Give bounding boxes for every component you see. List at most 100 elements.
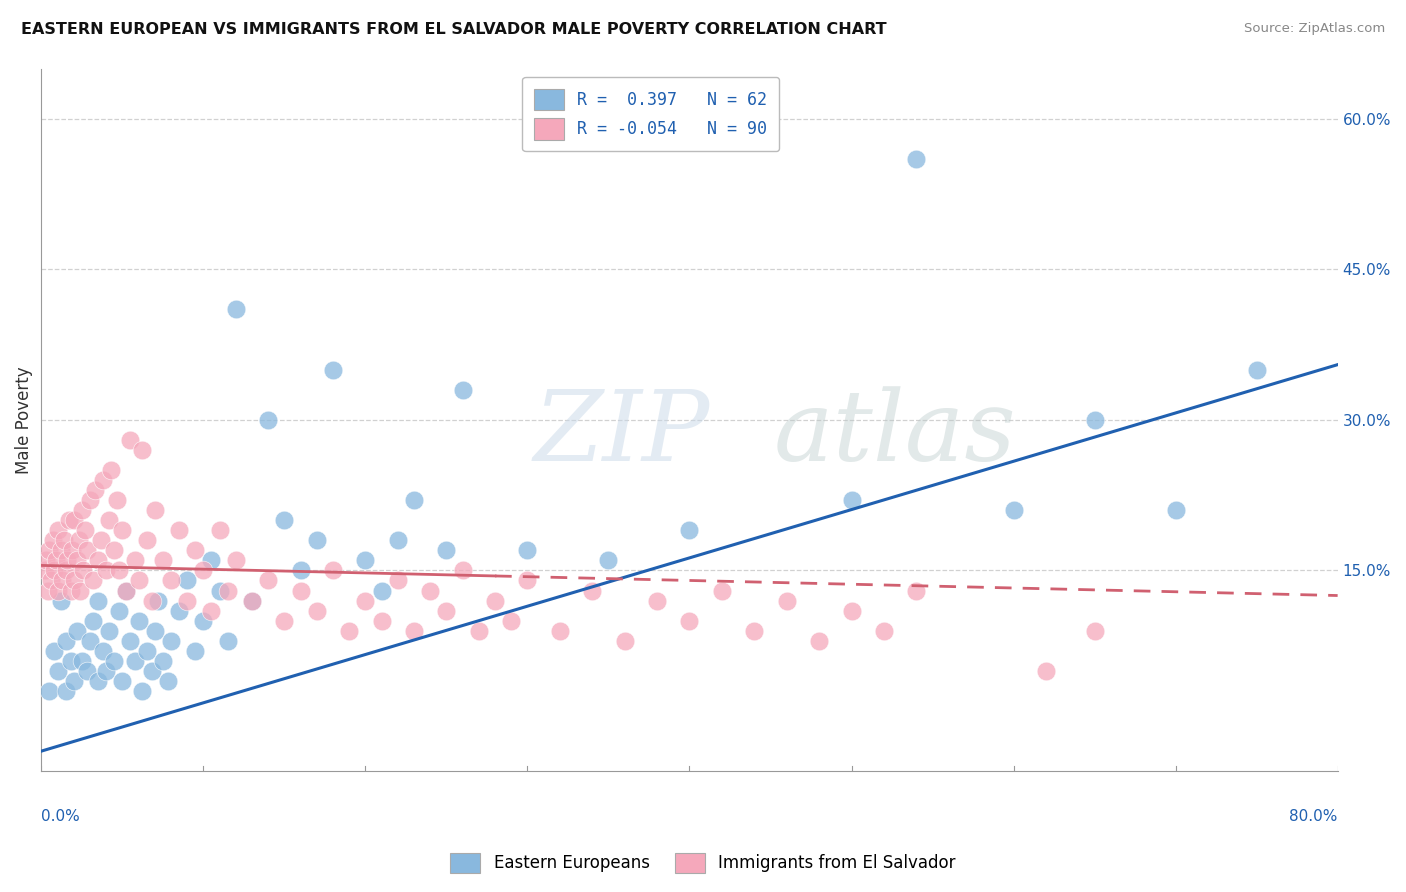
Point <box>38 684 60 698</box>
Point <box>257 413 280 427</box>
Point <box>67 533 90 548</box>
Point <box>59 583 82 598</box>
Text: ZIP: ZIP <box>534 386 710 482</box>
Point <box>79 633 101 648</box>
Point <box>873 624 896 638</box>
Point <box>678 614 700 628</box>
Point <box>322 362 344 376</box>
Point <box>114 583 136 598</box>
Point <box>402 624 425 638</box>
Point <box>200 553 222 567</box>
Point <box>1164 503 1187 517</box>
Legend: Eastern Europeans, Immigrants from El Salvador: Eastern Europeans, Immigrants from El Sa… <box>444 847 962 880</box>
Point <box>69 583 91 598</box>
Point <box>841 493 863 508</box>
Text: atlas: atlas <box>773 386 1017 482</box>
Point <box>128 574 150 588</box>
Point <box>1035 664 1057 678</box>
Point <box>49 543 72 558</box>
Point <box>501 614 523 628</box>
Point <box>322 563 344 577</box>
Point <box>468 624 491 638</box>
Legend: R =  0.397   N = 62, R = -0.054   N = 90: R = 0.397 N = 62, R = -0.054 N = 90 <box>522 77 779 152</box>
Point <box>66 624 89 638</box>
Point <box>100 463 122 477</box>
Point <box>114 583 136 598</box>
Point <box>370 583 392 598</box>
Point <box>120 633 142 648</box>
Point <box>273 513 295 527</box>
Point <box>156 673 179 688</box>
Point <box>124 654 146 668</box>
Text: EASTERN EUROPEAN VS IMMIGRANTS FROM EL SALVADOR MALE POVERTY CORRELATION CHART: EASTERN EUROPEAN VS IMMIGRANTS FROM EL S… <box>21 22 887 37</box>
Point <box>90 533 112 548</box>
Point <box>273 614 295 628</box>
Point <box>184 543 207 558</box>
Point <box>905 152 928 166</box>
Point <box>678 523 700 537</box>
Point <box>39 574 62 588</box>
Point <box>108 563 131 577</box>
Point <box>103 654 125 668</box>
Point <box>152 553 174 567</box>
Point <box>193 563 215 577</box>
Point <box>1084 413 1107 427</box>
Point <box>70 654 93 668</box>
Point <box>38 543 60 558</box>
Point <box>55 633 77 648</box>
Point <box>217 583 239 598</box>
Point <box>419 583 441 598</box>
Text: 0.0%: 0.0% <box>41 809 80 824</box>
Point <box>152 654 174 668</box>
Point <box>200 604 222 618</box>
Point <box>225 302 247 317</box>
Point <box>35 553 58 567</box>
Point <box>208 583 231 598</box>
Point <box>41 533 63 548</box>
Point <box>53 533 76 548</box>
Point <box>44 563 66 577</box>
Point <box>581 583 603 598</box>
Point <box>56 553 79 567</box>
Point <box>176 593 198 607</box>
Point <box>45 553 67 567</box>
Point <box>905 583 928 598</box>
Point <box>70 503 93 517</box>
Point <box>37 583 59 598</box>
Point <box>108 604 131 618</box>
Text: 80.0%: 80.0% <box>1289 809 1337 824</box>
Point <box>217 633 239 648</box>
Point <box>79 493 101 508</box>
Point <box>1084 624 1107 638</box>
Point <box>59 654 82 668</box>
Point <box>55 563 77 577</box>
Point <box>370 614 392 628</box>
Point <box>34 563 56 577</box>
Point <box>46 523 69 537</box>
Point <box>62 574 84 588</box>
Point <box>176 574 198 588</box>
Point <box>225 553 247 567</box>
Point <box>111 673 134 688</box>
Point <box>240 593 263 607</box>
Point <box>98 624 121 638</box>
Point <box>160 633 183 648</box>
Y-axis label: Male Poverty: Male Poverty <box>15 366 32 474</box>
Point <box>354 593 377 607</box>
Point <box>82 614 104 628</box>
Point <box>60 543 83 558</box>
Point <box>257 574 280 588</box>
Point <box>451 563 474 577</box>
Point <box>124 553 146 567</box>
Point <box>484 593 506 607</box>
Point <box>120 433 142 447</box>
Point <box>143 624 166 638</box>
Point <box>76 543 98 558</box>
Point <box>62 673 84 688</box>
Point <box>645 593 668 607</box>
Point <box>62 513 84 527</box>
Point <box>51 574 73 588</box>
Point <box>87 673 110 688</box>
Point <box>193 614 215 628</box>
Point <box>290 563 312 577</box>
